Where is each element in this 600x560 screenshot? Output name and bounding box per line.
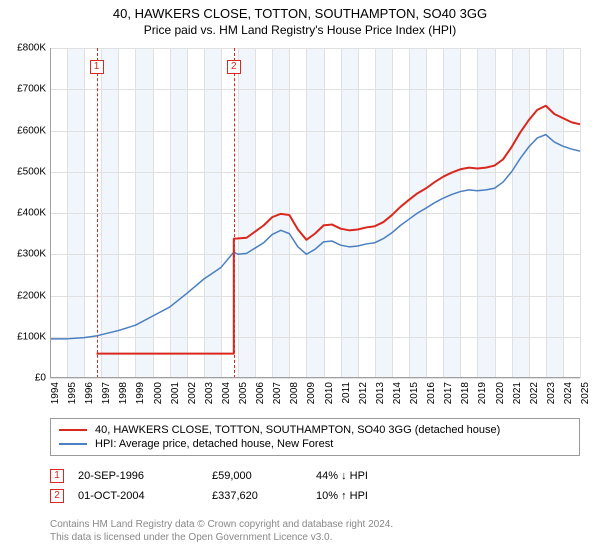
annotation-row: 1 20-SEP-1996 £59,000 44% ↓ HPI [50,466,580,486]
y-axis-label: £0 [35,373,46,384]
chart-title: 40, HAWKERS CLOSE, TOTTON, SOUTHAMPTON, … [0,0,600,21]
x-axis-label: 2006 [255,382,266,404]
x-axis-label: 2007 [272,382,283,404]
callout-marker: 1 [90,60,104,74]
y-axis-label: £200K [17,290,46,301]
x-axis-label: 2015 [409,382,420,404]
legend: 40, HAWKERS CLOSE, TOTTON, SOUTHAMPTON, … [50,418,580,456]
x-axis-label: 2020 [495,382,506,404]
x-axis-label: 2021 [512,382,523,404]
x-axis-label: 1997 [101,382,112,404]
y-axis-label: £600K [17,125,46,136]
x-axis-label: 2024 [563,382,574,404]
x-axis-label: 1996 [84,382,95,404]
legend-label: 40, HAWKERS CLOSE, TOTTON, SOUTHAMPTON, … [95,424,500,436]
x-axis-label: 2003 [204,382,215,404]
annotation-delta: 44% ↓ HPI [316,470,368,482]
x-axis-label: 2012 [358,382,369,404]
x-axis-label: 2011 [341,382,352,404]
x-axis-label: 2010 [324,382,335,404]
x-axis-label: 2005 [238,382,249,404]
attribution-line-2: This data is licensed under the Open Gov… [50,531,580,544]
chart-area: £0£100K£200K£300K£400K£500K£600K£700K£80… [50,48,580,378]
y-axis-label: £100K [17,331,46,342]
y-axis [50,48,51,378]
annotation-row: 2 01-OCT-2004 £337,620 10% ↑ HPI [50,486,580,506]
x-axis-label: 2014 [392,382,403,404]
legend-item: HPI: Average price, detached house, New … [59,437,571,451]
legend-swatch [59,429,87,431]
annotation-marker: 1 [50,469,64,483]
x-axis-label: 1994 [50,382,61,404]
x-axis-label: 2017 [443,382,454,404]
gridline-v [580,48,581,378]
annotation-rows: 1 20-SEP-1996 £59,000 44% ↓ HPI 2 01-OCT-2004… [50,466,580,506]
x-axis-label: 2025 [580,382,591,404]
y-axis-label: £800K [17,43,46,54]
legend-item: 40, HAWKERS CLOSE, TOTTON, SOUTHAMPTON, … [59,423,571,437]
legend-swatch [59,443,87,445]
annotation-delta: 10% ↑ HPI [316,490,368,502]
attribution-line-1: Contains HM Land Registry data © Crown c… [50,518,580,531]
y-axis-label: £700K [17,84,46,95]
page: 40, HAWKERS CLOSE, TOTTON, SOUTHAMPTON, … [0,0,600,560]
y-axis-label: £400K [17,208,46,219]
x-axis-label: 1995 [67,382,78,404]
attribution: Contains HM Land Registry data © Crown c… [50,518,580,544]
gridline-h [50,378,580,379]
chart-lines [50,48,580,378]
series-price_paid [97,106,580,354]
annotation-date: 01-OCT-2004 [78,490,198,502]
x-axis-label: 1998 [118,382,129,404]
legend-label: HPI: Average price, detached house, New … [95,438,333,450]
x-axis-label: 2002 [187,382,198,404]
series-hpi [50,135,580,339]
x-axis-label: 2018 [460,382,471,404]
x-axis-label: 2009 [306,382,317,404]
x-axis-label: 2008 [289,382,300,404]
x-axis-label: 2019 [477,382,488,404]
annotation-price: £59,000 [212,470,302,482]
x-axis-label: 2022 [529,382,540,404]
callout-marker: 2 [227,60,241,74]
annotation-marker: 2 [50,489,64,503]
x-axis [50,377,580,378]
y-axis-label: £300K [17,249,46,260]
x-axis-label: 1999 [135,382,146,404]
x-axis-label: 2000 [153,382,164,404]
x-axis-label: 2004 [221,382,232,404]
annotation-date: 20-SEP-1996 [78,470,198,482]
x-axis-label: 2023 [546,382,557,404]
x-axis-label: 2013 [375,382,386,404]
x-axis-label: 2016 [426,382,437,404]
x-axis-label: 2001 [170,382,181,404]
chart-subtitle: Price paid vs. HM Land Registry's House … [0,21,600,37]
annotation-price: £337,620 [212,490,302,502]
y-axis-label: £500K [17,166,46,177]
